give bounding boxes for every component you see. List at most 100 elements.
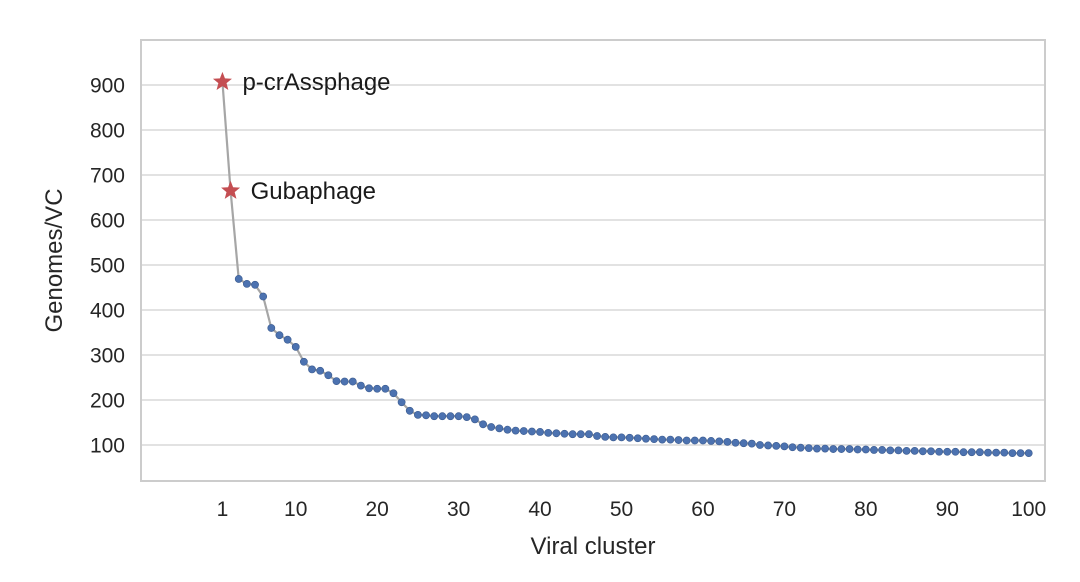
x-tick-label-10: 10 <box>284 498 307 521</box>
data-point-57 <box>674 436 683 444</box>
x-tick-label-50: 50 <box>610 498 633 521</box>
y-tick-label-700: 700 <box>90 165 125 188</box>
data-point-62 <box>715 437 724 446</box>
data-point-12 <box>308 365 316 374</box>
data-point-53 <box>642 434 650 443</box>
data-point-29 <box>446 412 455 421</box>
data-point-45 <box>576 430 585 439</box>
data-point-21 <box>381 384 390 393</box>
data-point-79 <box>853 445 862 454</box>
data-point-39 <box>528 427 536 436</box>
data-point-38 <box>519 427 528 435</box>
y-tick-label-500: 500 <box>90 255 125 278</box>
data-point-68 <box>764 441 772 450</box>
data-point-36 <box>503 425 512 434</box>
data-point-26 <box>422 411 430 420</box>
data-point-32 <box>471 415 479 424</box>
data-point-16 <box>340 377 349 386</box>
x-tick-label-1: 1 <box>217 498 229 521</box>
data-point-91 <box>951 447 960 456</box>
highlighted-clusters: p-crAssphage Gubaphage <box>212 69 391 205</box>
data-point-99 <box>1016 449 1025 457</box>
data-point-92 <box>959 448 968 457</box>
data-point-13 <box>316 366 325 375</box>
data-point-100 <box>1024 449 1033 457</box>
data-point-52 <box>633 434 642 443</box>
annotation-gubaphage: Gubaphage <box>251 178 376 205</box>
data-point-49 <box>609 433 618 442</box>
data-point-19 <box>365 384 373 393</box>
x-tick-label-40: 40 <box>528 498 551 521</box>
data-point-95 <box>984 448 992 457</box>
data-point-4 <box>242 279 251 288</box>
data-point-70 <box>780 442 789 451</box>
data-point-17 <box>348 377 357 386</box>
x-axis-title: Viral cluster <box>531 533 656 560</box>
data-point-73 <box>804 444 813 453</box>
data-point-75 <box>821 444 830 453</box>
data-point-14 <box>324 371 333 380</box>
data-point-28 <box>438 412 447 421</box>
y-tick-label-400: 400 <box>90 300 125 323</box>
data-point-63 <box>723 437 732 446</box>
data-point-74 <box>813 444 821 453</box>
data-point-30 <box>454 412 463 421</box>
data-point-82 <box>878 446 887 454</box>
data-point-72 <box>796 443 805 452</box>
annotation-p-crassphage: p-crAssphage <box>242 69 390 96</box>
data-point-5 <box>251 280 259 289</box>
data-point-11 <box>299 357 308 366</box>
data-point-51 <box>625 433 634 442</box>
data-point-56 <box>666 435 675 444</box>
data-point-77 <box>837 445 846 453</box>
x-tick-label-60: 60 <box>691 498 714 521</box>
data-point-96 <box>992 448 1001 457</box>
data-point-87 <box>918 447 927 456</box>
data-point-81 <box>870 446 878 454</box>
x-tick-label-20: 20 <box>366 498 389 521</box>
data-point-66 <box>747 439 756 448</box>
data-point-48 <box>601 432 610 441</box>
x-tick-label-80: 80 <box>854 498 877 521</box>
y-tick-label-900: 900 <box>90 75 125 98</box>
data-point-22 <box>389 389 398 398</box>
data-point-78 <box>845 445 854 453</box>
data-point-44 <box>568 430 577 439</box>
data-point-69 <box>772 441 781 450</box>
data-point-89 <box>935 447 944 456</box>
data-point-18 <box>356 381 365 390</box>
data-point-98 <box>1008 449 1017 457</box>
data-point-7 <box>267 324 276 332</box>
y-tick-label-800: 800 <box>90 120 125 143</box>
data-point-88 <box>927 447 935 456</box>
data-point-76 <box>829 445 838 453</box>
data-point-86 <box>910 446 919 455</box>
star-marker-p-crassphage <box>212 71 232 90</box>
data-point-10 <box>291 342 300 351</box>
data-point-34 <box>487 423 496 431</box>
data-point-59 <box>690 436 699 445</box>
data-point-35 <box>495 424 504 433</box>
data-point-40 <box>536 428 544 436</box>
data-point-37 <box>511 426 520 435</box>
data-point-83 <box>886 446 895 455</box>
data-point-61 <box>707 437 715 445</box>
data-point-25 <box>414 410 422 419</box>
data-point-84 <box>894 446 903 455</box>
y-tick-label-300: 300 <box>90 345 125 368</box>
y-tick-label-600: 600 <box>90 210 125 233</box>
data-point-55 <box>658 435 667 444</box>
y-tick-label-100: 100 <box>90 435 125 458</box>
data-point-43 <box>560 429 569 438</box>
data-point-3 <box>234 275 243 283</box>
x-tick-label-30: 30 <box>447 498 470 521</box>
data-point-64 <box>731 438 740 447</box>
data-point-67 <box>756 441 764 449</box>
data-point-20 <box>373 384 382 393</box>
gridlines <box>141 84 1045 446</box>
data-point-46 <box>585 430 593 439</box>
data-point-50 <box>617 433 626 442</box>
data-point-15 <box>332 377 341 385</box>
axis-tick-labels: 100 200 300 400 500 600 700 800 900 1 10 20 30 40 50 60… <box>90 75 1046 522</box>
y-axis-title: Genomes/VC <box>41 188 68 332</box>
